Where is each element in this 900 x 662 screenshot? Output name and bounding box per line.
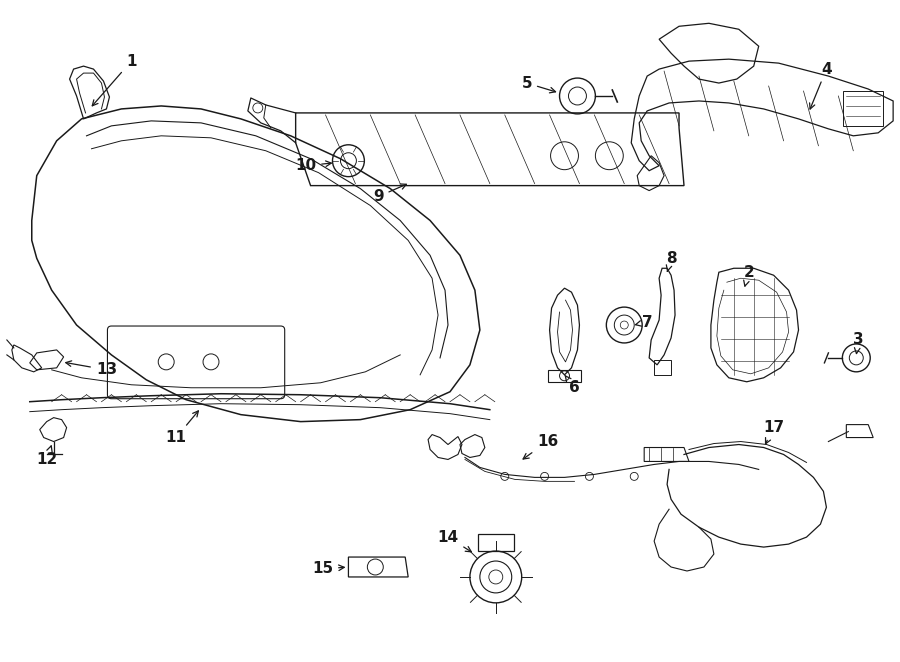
Text: 6: 6 [565, 375, 580, 395]
Text: 10: 10 [295, 158, 331, 173]
Text: 9: 9 [373, 184, 406, 204]
Text: 7: 7 [635, 314, 652, 330]
Text: 4: 4 [810, 62, 832, 109]
Text: 8: 8 [666, 251, 677, 271]
Text: 14: 14 [437, 530, 472, 552]
Text: 16: 16 [523, 434, 558, 459]
Text: 2: 2 [743, 265, 754, 286]
Text: 12: 12 [36, 446, 58, 467]
Text: 5: 5 [521, 75, 555, 93]
Text: 13: 13 [66, 361, 117, 377]
Bar [843, 91, 883, 126]
Text: 11: 11 [166, 411, 198, 445]
Text: 3: 3 [853, 332, 864, 354]
Text: 17: 17 [763, 420, 784, 444]
Text: 1: 1 [93, 54, 137, 106]
Text: 15: 15 [312, 561, 345, 577]
